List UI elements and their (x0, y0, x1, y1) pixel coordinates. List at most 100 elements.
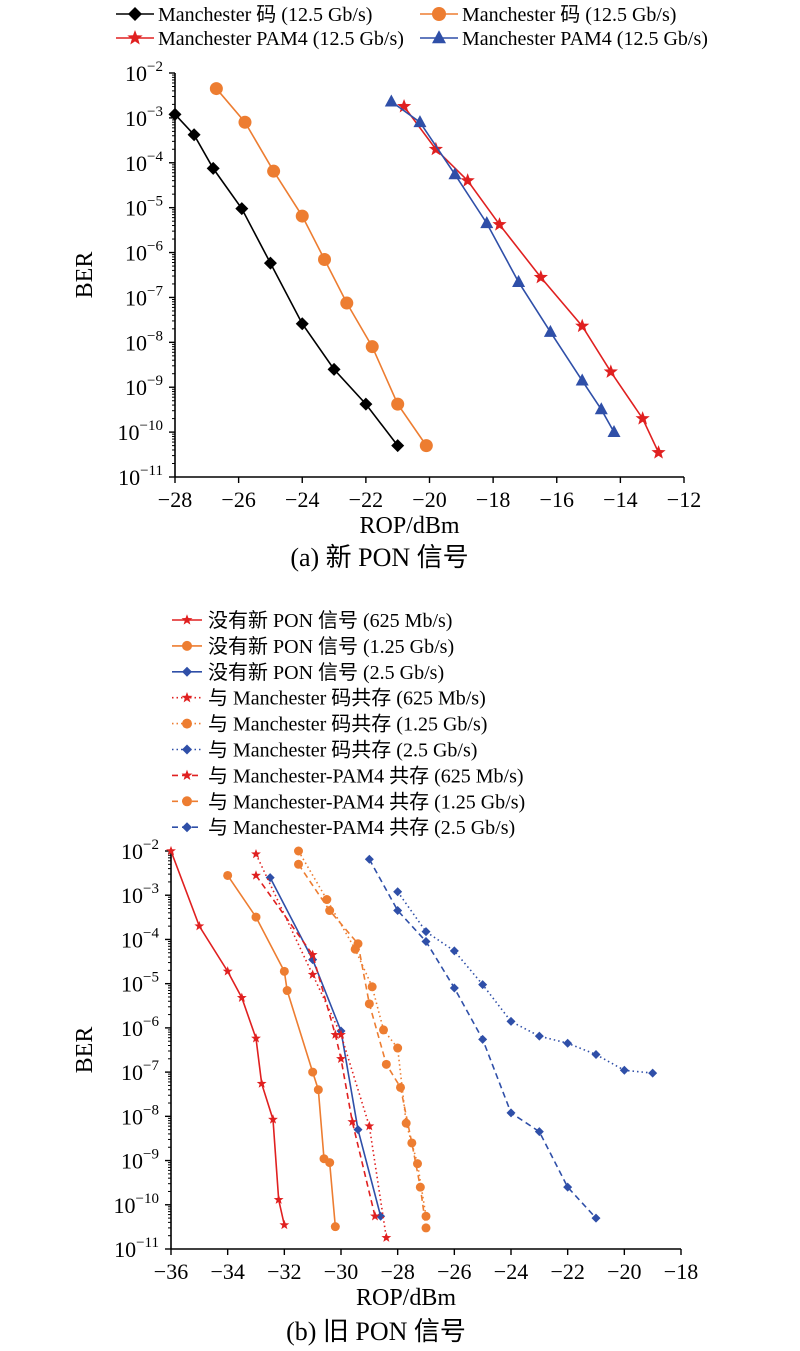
x-tick-label: −34 (210, 1259, 244, 1284)
data-point (648, 1068, 658, 1078)
chart-a: −28 −26 −24 −22 −20 −18 −16 −14 −12 10−11 10−10 10−… (72, 4, 708, 572)
data-point (448, 167, 462, 180)
data-point (381, 1232, 392, 1242)
legend-label: 没有新 PON 信号 (625 Mb/s) (208, 609, 452, 632)
data-point (393, 1043, 403, 1053)
data-point (222, 966, 233, 976)
legend-label: 与 Manchester-PAM4 共存 (1.25 Gb/s) (208, 790, 525, 813)
series-path (255, 853, 388, 1238)
x-tick-label: −18 (664, 1259, 698, 1284)
data-point (251, 848, 261, 859)
series-path (170, 850, 286, 1226)
data-point (325, 906, 335, 916)
series-line (168, 107, 405, 453)
data-point (279, 966, 289, 976)
legend-marker (182, 822, 192, 833)
x-tick-label: −24 (494, 1259, 528, 1284)
y-tick-label: 10−4 (125, 149, 163, 176)
data-point (575, 373, 589, 386)
legend-marker (127, 29, 143, 45)
series-path (215, 88, 427, 447)
data-point (294, 846, 303, 856)
legend-label: Manchester 码 (12.5 Gb/s) (158, 4, 372, 26)
x-tick-label: −18 (476, 487, 510, 512)
y-axis-label: BER (72, 252, 98, 299)
data-point (364, 854, 374, 864)
y-tick-label: 10−2 (121, 837, 159, 864)
legend-marker (182, 796, 192, 807)
data-point (236, 992, 247, 1002)
data-point (327, 362, 341, 376)
data-point (428, 141, 443, 156)
series-path (174, 113, 399, 447)
data-point (251, 1033, 261, 1043)
data-point (313, 1085, 323, 1095)
data-point (365, 340, 379, 354)
data-point (421, 927, 431, 937)
series-line (265, 873, 386, 1221)
data-point (279, 1219, 290, 1230)
series-line (364, 854, 601, 1223)
y-tick-label: 10−10 (118, 418, 163, 445)
data-point (563, 1182, 573, 1192)
legend-label: 与 Manchester-PAM4 共存 (625 Mb/s) (208, 764, 524, 787)
data-point (534, 1031, 544, 1041)
data-point (393, 887, 403, 897)
data-point (187, 128, 201, 142)
x-tick-label: −20 (607, 1259, 641, 1284)
x-tick-label: −30 (324, 1259, 358, 1284)
data-point (460, 173, 475, 187)
data-point (512, 274, 526, 287)
series-line (251, 870, 380, 1221)
series-line (384, 94, 621, 437)
x-tick-label: −36 (154, 1259, 188, 1284)
data-point (318, 253, 332, 267)
data-point (282, 986, 292, 996)
series-path (403, 105, 660, 453)
data-point (265, 873, 275, 883)
legend-marker (432, 7, 446, 21)
legend: 没有新 PON 信号 (625 Mb/s) 没有新 PON 信号 (1.25 Gb… (172, 609, 525, 839)
data-point (419, 439, 433, 453)
series-line (251, 848, 392, 1242)
data-point (594, 402, 608, 415)
x-tick-label: −26 (221, 487, 255, 512)
data-point (251, 870, 261, 880)
y-axis-label: BER (72, 1027, 98, 1074)
data-point (651, 445, 666, 459)
legend-marker (128, 7, 142, 21)
data-point (384, 94, 398, 107)
series-line (396, 98, 666, 459)
chart-caption: (b) 旧 PON 信号 (286, 1317, 466, 1346)
y-tick-label: 10−6 (125, 239, 163, 266)
x-tick-label: −20 (412, 487, 446, 512)
y-tick-label: 10−11 (118, 463, 163, 490)
legend-label: 没有新 PON 信号 (1.25 Gb/s) (208, 635, 454, 658)
y-tick-label: 10−7 (121, 1058, 159, 1085)
series-line (393, 887, 658, 1078)
data-point (492, 217, 507, 231)
data-point (603, 364, 618, 378)
data-point (330, 1029, 341, 1039)
y-tick-label: 10−4 (121, 925, 159, 952)
legend-marker (182, 640, 192, 651)
chart-b: −36 −34 −32 −30 −28 −26 −24 −22 −20 −18 10−11 10−10… (72, 609, 698, 1346)
x-tick-label: −26 (437, 1259, 471, 1284)
legend-label: 与 Manchester 码共存 (625 Mb/s) (208, 687, 486, 710)
data-point (268, 1114, 278, 1124)
data-point (307, 949, 318, 959)
data-point (340, 296, 354, 310)
data-point (294, 859, 303, 869)
data-point (223, 870, 233, 880)
legend-marker (181, 614, 193, 625)
data-point (391, 439, 405, 453)
data-point (235, 202, 249, 216)
data-point (370, 1211, 380, 1221)
data-point (415, 1182, 425, 1192)
data-point (347, 1116, 358, 1127)
data-point (353, 1125, 363, 1135)
series-path (255, 874, 376, 1217)
data-point (449, 983, 459, 993)
data-point (325, 1158, 335, 1168)
x-tick-label: −28 (380, 1259, 414, 1284)
